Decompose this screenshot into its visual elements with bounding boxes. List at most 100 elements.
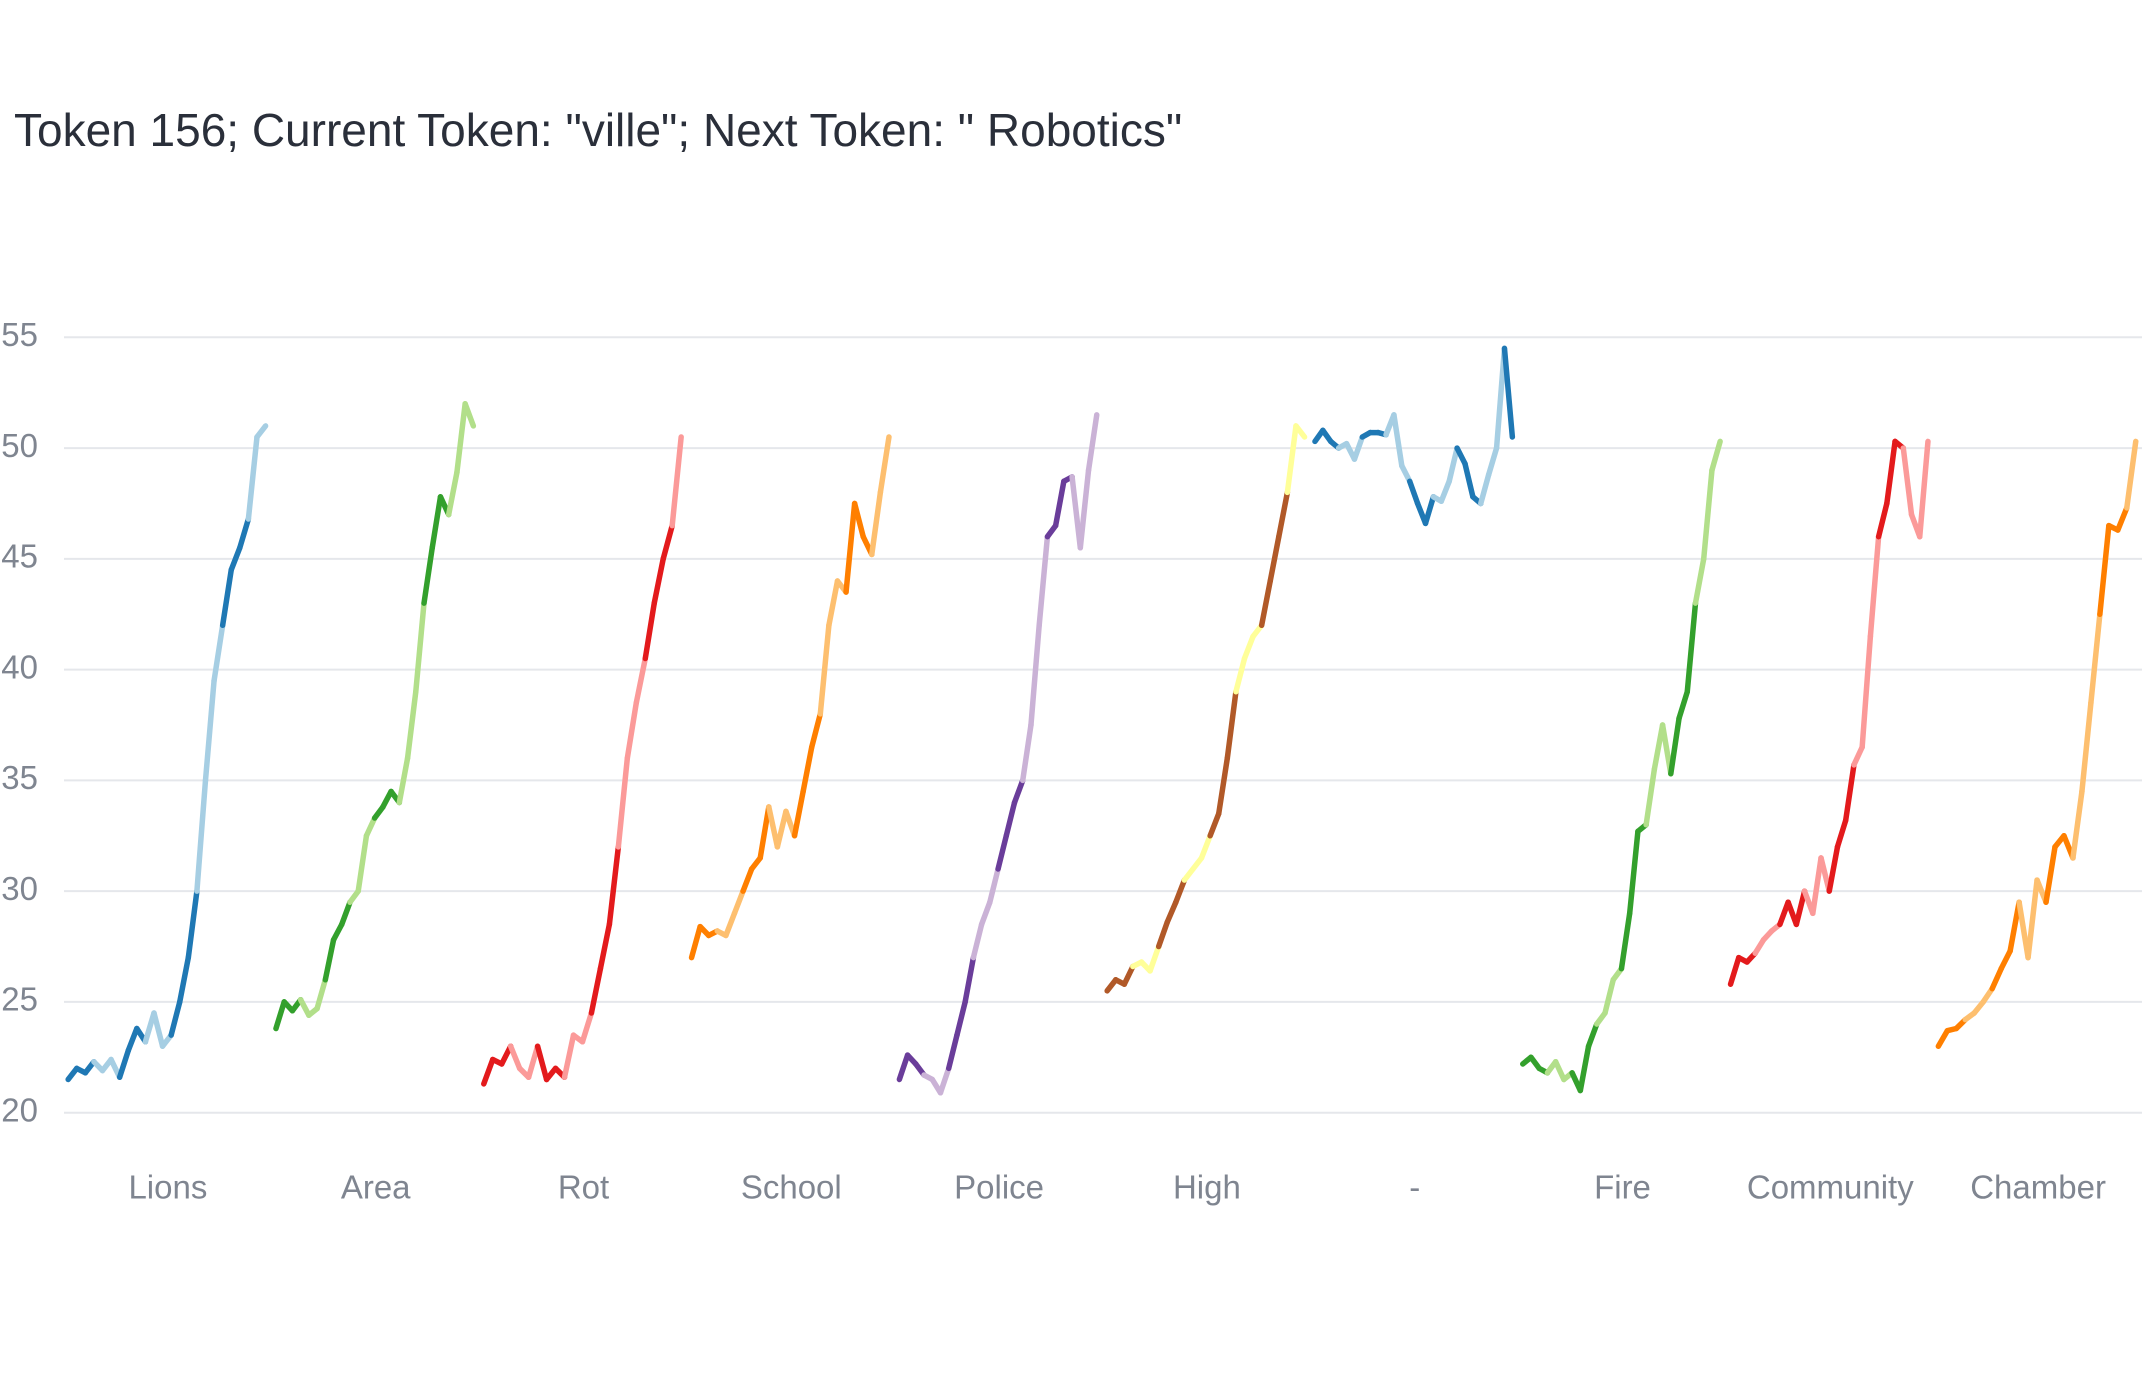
line-segment: [254, 423, 269, 440]
line-segment: [1276, 489, 1291, 540]
line-segment: [731, 888, 746, 917]
line-segment: [1867, 533, 1882, 640]
line-segment: [624, 700, 640, 761]
line-segment: [228, 545, 243, 573]
line-segment: [168, 999, 183, 1038]
x-tick-label: Police: [954, 1169, 1044, 1206]
y-tick-label: 40: [1, 648, 38, 685]
line-segment: [1011, 777, 1026, 806]
line-segment: [766, 804, 781, 850]
line-segment: [330, 921, 345, 943]
line-segment: [1422, 494, 1437, 527]
line-segment: [1727, 954, 1742, 987]
line-segment: [363, 815, 378, 839]
line-segment: [1399, 463, 1413, 485]
line-segment: [1643, 766, 1658, 828]
line-segment: [1618, 910, 1633, 972]
line-segment: [1626, 828, 1641, 917]
line-segment: [339, 899, 353, 928]
x-tick-label: Community: [1747, 1169, 1914, 1206]
line-segment: [2007, 899, 2022, 954]
line-segment: [633, 655, 649, 706]
line-segment: [1859, 633, 1874, 750]
line-segment: [597, 921, 613, 972]
line-segment: [525, 1043, 541, 1080]
line-segment: [851, 500, 866, 540]
x-tick-label: Rot: [558, 1169, 609, 1206]
line-segment: [1293, 423, 1308, 440]
line-segment: [1241, 633, 1256, 662]
line-segment: [1121, 963, 1136, 987]
chart-title: Token 156; Current Token: "ville"; Next …: [14, 104, 1182, 156]
line-segment: [1454, 445, 1468, 467]
line-segment: [1267, 533, 1282, 584]
line-segment: [669, 434, 684, 529]
line-segment: [1900, 445, 1915, 518]
line-segment: [723, 910, 738, 939]
line-segment: [877, 434, 892, 496]
line-segment: [413, 600, 427, 695]
line-segment: [1085, 412, 1100, 473]
x-tick-label: -: [1409, 1169, 1420, 1206]
line-segment: [2124, 438, 2139, 511]
line-segment: [954, 999, 968, 1038]
line-segment: [826, 578, 841, 629]
line-segment: [987, 866, 1001, 905]
line-segment: [791, 788, 806, 839]
line-segment: [1258, 578, 1273, 629]
line-segment: [185, 888, 200, 961]
line-segment: [1485, 445, 1500, 478]
line-segment: [606, 844, 622, 928]
line-segment: [1462, 460, 1476, 500]
line-segment: [561, 1032, 577, 1080]
line-segment: [978, 899, 993, 928]
line-segment: [2088, 611, 2103, 706]
x-tick-label: Fire: [1594, 1169, 1651, 1206]
line-segment: [688, 923, 703, 961]
line-segment: [237, 516, 252, 551]
line-segment: [1155, 919, 1170, 950]
line-segment: [202, 677, 217, 784]
line-segment: [1391, 412, 1405, 469]
x-tick-label: Lions: [128, 1169, 207, 1206]
line-segment: [1935, 1027, 1951, 1049]
line-segment: [1916, 438, 1931, 540]
line-segment: [194, 777, 209, 894]
line-segment: [1668, 715, 1682, 777]
line-segment: [1351, 434, 1366, 462]
line-segment: [125, 1025, 140, 1054]
line-segment: [1406, 478, 1421, 507]
line-segment: [1989, 965, 2004, 992]
line-segment: [116, 1047, 131, 1080]
line-segment: [1998, 948, 2013, 972]
line-segment: [297, 996, 312, 1018]
x-tick-label: Chamber: [1970, 1169, 2106, 1206]
y-tick-label: 35: [1, 759, 38, 796]
y-tick-label: 50: [1, 427, 38, 464]
line-segment: [651, 556, 666, 606]
line-segment: [1173, 877, 1188, 905]
line-segment: [2097, 522, 2112, 617]
line-segment: [896, 1052, 911, 1083]
line-segment: [800, 744, 815, 795]
line-segment: [322, 937, 337, 983]
line-segment: [2115, 505, 2130, 533]
line-segment: [355, 833, 370, 894]
line-segment: [396, 755, 411, 806]
x-tick-label: Area: [341, 1169, 411, 1206]
line-segment: [817, 622, 832, 717]
line-segment: [843, 500, 858, 595]
line-segment: [1810, 855, 1824, 917]
line-segment: [1028, 622, 1042, 728]
line-segment: [869, 489, 884, 558]
line-segment: [588, 965, 604, 1016]
line-segment: [740, 866, 755, 894]
line-segment: [245, 434, 260, 522]
line-segment: [1019, 722, 1034, 784]
line-segment: [151, 1010, 166, 1049]
line-segment: [1164, 899, 1179, 925]
y-tick-label: 45: [1, 538, 38, 575]
line-segment: [1003, 799, 1018, 839]
line-segment: [1577, 1043, 1592, 1094]
line-segment: [1851, 744, 1865, 768]
